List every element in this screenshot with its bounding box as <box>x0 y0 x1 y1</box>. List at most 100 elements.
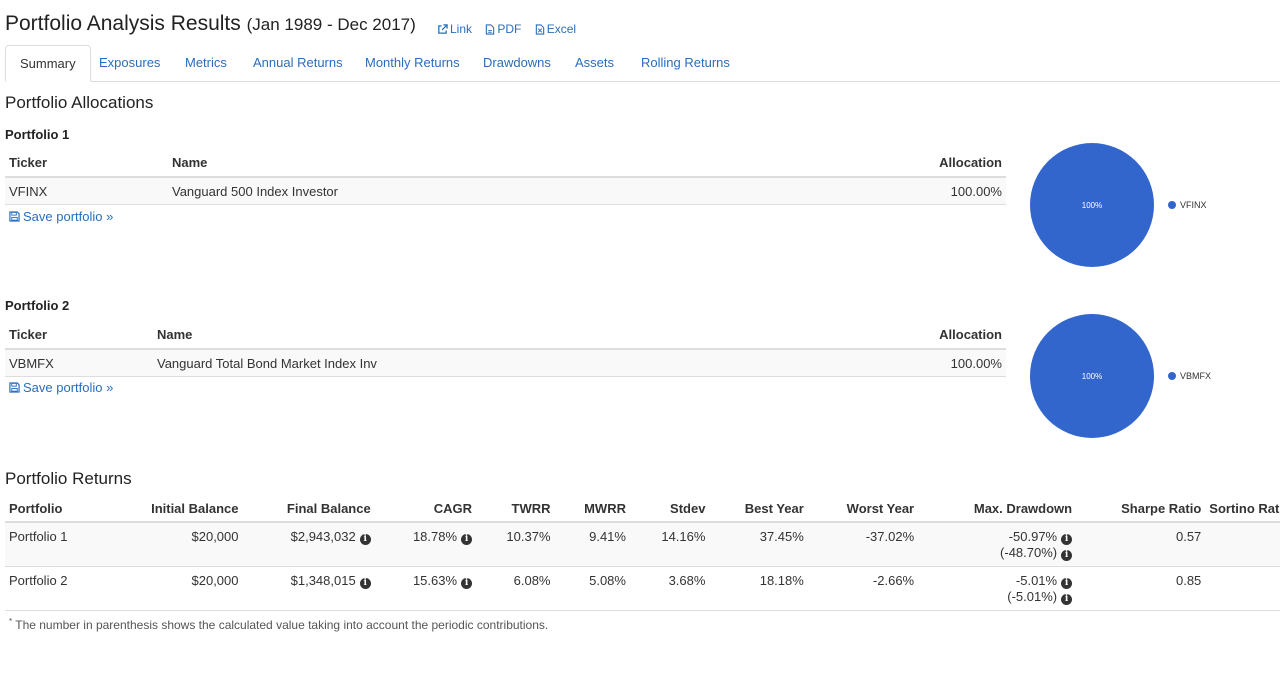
worst-year-cell: -2.66% <box>807 566 919 611</box>
ticker-header: Ticker <box>5 148 168 178</box>
info-icon[interactable]: i <box>461 534 473 545</box>
pie-slice-label: 100% <box>1082 201 1102 210</box>
sharpe-ratio-cell: 0.85 <box>1076 566 1206 611</box>
pie-slice-vfinx <box>1030 143 1154 267</box>
col-twrr: TWRR <box>476 495 555 523</box>
portfolio-1-allocation-table: Ticker Name Allocation VFINX Vanguard 50… <box>5 148 1006 205</box>
tab-drawdowns[interactable]: Drawdowns <box>483 55 551 70</box>
portfolio-1-label: Portfolio 1 <box>5 127 70 142</box>
link-button[interactable]: Link <box>437 22 472 36</box>
tab-annual-returns[interactable]: Annual Returns <box>253 55 343 70</box>
name-cell: Vanguard Total Bond Market Index Inv <box>153 349 804 377</box>
col-sharpe-ratio: Sharpe Ratio <box>1076 495 1206 523</box>
footnote: * The number in parenthesis shows the ca… <box>9 617 549 632</box>
table-row: VBMFX Vanguard Total Bond Market Index I… <box>5 349 1006 377</box>
portfolio-2-label: Portfolio 2 <box>5 298 70 313</box>
mwrr-cell: 9.41% <box>554 522 630 567</box>
ticker-header: Ticker <box>5 320 153 350</box>
sortino-ratio-cell <box>1205 522 1280 567</box>
returns-heading: Portfolio Returns <box>5 469 132 488</box>
tab-exposures[interactable]: Exposures <box>99 55 161 70</box>
allocation-cell: 100.00% <box>763 177 1006 205</box>
col-initial-balance: Initial Balance <box>114 495 243 523</box>
excel-button[interactable]: Excel <box>535 22 576 36</box>
col-portfolio: Portfolio <box>5 495 115 523</box>
tab-metrics[interactable]: Metrics <box>185 55 227 70</box>
initial-balance-cell: $20,000 <box>114 522 243 567</box>
legend-swatch <box>1168 201 1176 209</box>
name-header: Name <box>168 148 764 178</box>
info-icon[interactable]: i <box>359 534 371 545</box>
info-icon[interactable]: i <box>359 578 371 589</box>
allocation-cell: 100.00% <box>803 349 1006 377</box>
cagr-cell: 15.63% i <box>374 566 477 611</box>
info-icon[interactable]: i <box>461 578 473 589</box>
cagr-cell: 18.78% i <box>374 522 477 567</box>
allocations-heading: Portfolio Allocations <box>5 93 154 112</box>
tab-assets[interactable]: Assets <box>575 55 615 70</box>
twrr-cell: 10.37% <box>476 522 555 567</box>
name-cell: Vanguard 500 Index Investor <box>168 177 764 205</box>
portfolio-1-legend: VFINX <box>1168 200 1207 210</box>
max-drawdown-cell: -50.97% i (-48.70%) i <box>918 522 1077 567</box>
pdf-file-icon <box>486 24 495 35</box>
col-final-balance: Final Balance <box>242 495 375 523</box>
portfolio-1-pie-chart: 100% <box>1030 143 1154 267</box>
col-sortino-ratio: Sortino Ratio <box>1205 495 1280 523</box>
external-link-icon <box>438 24 448 34</box>
info-icon[interactable]: i <box>1061 578 1073 589</box>
portfolio-cell: Portfolio 1 <box>5 522 115 567</box>
portfolio-returns-table: Portfolio Initial Balance Final Balance … <box>5 495 1280 611</box>
max-drawdown-cell: -5.01% i (-5.01%) i <box>918 566 1077 611</box>
tab-monthly-returns[interactable]: Monthly Returns <box>365 55 460 70</box>
save-portfolio-1-link[interactable]: Save portfolio » <box>9 209 113 224</box>
pdf-button[interactable]: PDF <box>485 22 521 36</box>
ticker-cell: VFINX <box>5 177 168 205</box>
final-balance-cell: $2,943,032 i <box>242 522 375 567</box>
tab-rolling-returns[interactable]: Rolling Returns <box>641 55 730 70</box>
pie-slice-label: 100% <box>1082 372 1102 381</box>
legend-label: VFINX <box>1180 200 1207 210</box>
excel-file-icon <box>535 24 544 35</box>
portfolio-2-legend: VBMFX <box>1168 371 1211 381</box>
worst-year-cell: -37.02% <box>807 522 919 567</box>
twrr-cell: 6.08% <box>476 566 555 611</box>
best-year-cell: 18.18% <box>709 566 808 611</box>
name-header: Name <box>153 320 804 350</box>
export-links: Link PDF Excel <box>437 22 586 36</box>
final-balance-cell: $1,348,015 i <box>242 566 375 611</box>
page-title: Portfolio Analysis Results (Jan 1989 - D… <box>5 12 416 36</box>
stdev-cell: 3.68% <box>629 566 710 611</box>
legend-label: VBMFX <box>1180 371 1212 381</box>
portfolio-2-pie-chart: 100% <box>1030 314 1154 438</box>
page-title-text: Portfolio Analysis Results <box>5 12 241 35</box>
col-stdev: Stdev <box>629 495 710 523</box>
tab-summary[interactable]: Summary <box>5 45 91 82</box>
col-best-year: Best Year <box>709 495 808 523</box>
col-max-drawdown: Max. Drawdown <box>918 495 1077 523</box>
allocation-header: Allocation <box>763 148 1006 178</box>
legend-swatch <box>1168 372 1176 380</box>
sortino-ratio-cell <box>1205 566 1280 611</box>
table-row: Portfolio 1 $20,000 $2,943,032 i 18.78% i … <box>5 522 1280 567</box>
ticker-cell: VBMFX <box>5 349 153 377</box>
info-icon[interactable]: i <box>1061 550 1073 561</box>
save-portfolio-2-link[interactable]: Save portfolio » <box>9 380 113 395</box>
info-icon[interactable]: i <box>1061 534 1073 545</box>
mwrr-cell: 5.08% <box>554 566 630 611</box>
table-row: VFINX Vanguard 500 Index Investor 100.00… <box>5 177 1006 205</box>
floppy-disk-icon <box>9 382 20 393</box>
pie-slice-vbmfx <box>1030 314 1154 438</box>
info-icon[interactable]: i <box>1061 594 1073 605</box>
col-mwrr: MWRR <box>554 495 630 523</box>
col-worst-year: Worst Year <box>807 495 919 523</box>
best-year-cell: 37.45% <box>709 522 808 567</box>
floppy-disk-icon <box>9 211 20 222</box>
sharpe-ratio-cell: 0.57 <box>1076 522 1206 567</box>
table-row: Portfolio 2 $20,000 $1,348,015 i 15.63% i … <box>5 566 1280 611</box>
stdev-cell: 14.16% <box>629 522 710 567</box>
initial-balance-cell: $20,000 <box>114 566 243 611</box>
portfolio-2-allocation-table: Ticker Name Allocation VBMFX Vanguard To… <box>5 320 1006 377</box>
allocation-header: Allocation <box>803 320 1006 350</box>
portfolio-cell: Portfolio 2 <box>5 566 115 611</box>
